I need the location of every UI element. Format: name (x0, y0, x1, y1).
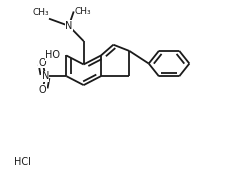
Text: N: N (42, 71, 49, 81)
Text: O: O (39, 58, 47, 68)
Text: O: O (39, 85, 47, 95)
Text: HCl: HCl (14, 157, 31, 167)
Text: CH₃: CH₃ (75, 7, 92, 16)
Text: N: N (65, 21, 72, 31)
Text: CH₃: CH₃ (32, 8, 49, 17)
Text: HO: HO (45, 50, 60, 60)
